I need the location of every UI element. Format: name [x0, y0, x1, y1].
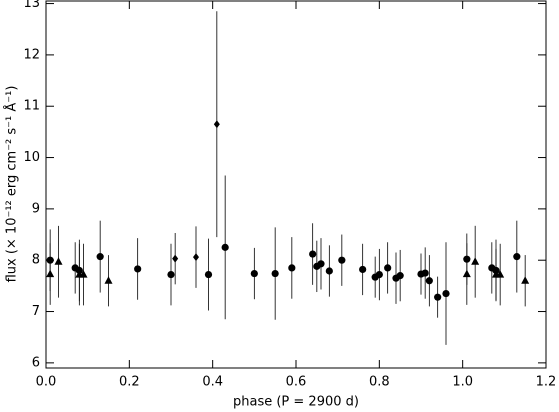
point	[79, 270, 88, 278]
x-tick-label: 0.4	[202, 375, 223, 390]
y-axis-label: flux (× 10⁻¹² erg cm⁻² s⁻¹ Å⁻¹)	[4, 86, 20, 283]
point	[204, 270, 213, 279]
point	[462, 269, 471, 278]
point	[496, 270, 505, 278]
point	[167, 270, 175, 279]
point	[134, 265, 142, 273]
point	[338, 256, 346, 264]
point	[513, 253, 521, 261]
x-tick-label: 0.2	[119, 375, 140, 390]
point	[221, 243, 229, 251]
point	[309, 250, 317, 258]
y-tick-label: 8	[32, 253, 40, 268]
x-axis-label: phase (P = 2900 d)	[233, 395, 359, 410]
plot-frame	[45, 0, 547, 369]
point	[442, 289, 450, 298]
x-tick-label: 0.8	[369, 375, 390, 390]
point	[213, 120, 220, 129]
point	[250, 269, 258, 278]
y-tick-label: 12	[23, 47, 40, 62]
point	[425, 277, 433, 285]
x-tick-label: 1.2	[536, 375, 557, 390]
x-tick-label: 1.0	[452, 375, 473, 390]
y-tick-label: 6	[32, 355, 40, 370]
point	[317, 260, 325, 268]
point	[434, 293, 442, 301]
y-tick-label: 7	[32, 304, 40, 319]
x-tick-label: 0.6	[286, 375, 307, 390]
point	[172, 254, 179, 263]
x-tick-label: 0.0	[36, 375, 57, 390]
point	[96, 253, 104, 261]
point	[288, 264, 296, 272]
y-tick-label: 13	[23, 0, 40, 11]
point	[521, 276, 530, 284]
point	[359, 265, 367, 274]
point	[193, 253, 199, 262]
y-tick-label: 11	[23, 99, 40, 114]
point	[396, 272, 404, 280]
point	[104, 276, 113, 284]
point	[421, 269, 429, 277]
point	[384, 264, 392, 272]
point	[375, 270, 383, 279]
point	[271, 269, 279, 278]
point	[325, 267, 333, 275]
y-tick-label: 10	[23, 150, 40, 165]
point	[471, 257, 480, 265]
point	[46, 269, 55, 278]
point	[54, 257, 63, 265]
y-tick-label: 9	[32, 201, 40, 216]
